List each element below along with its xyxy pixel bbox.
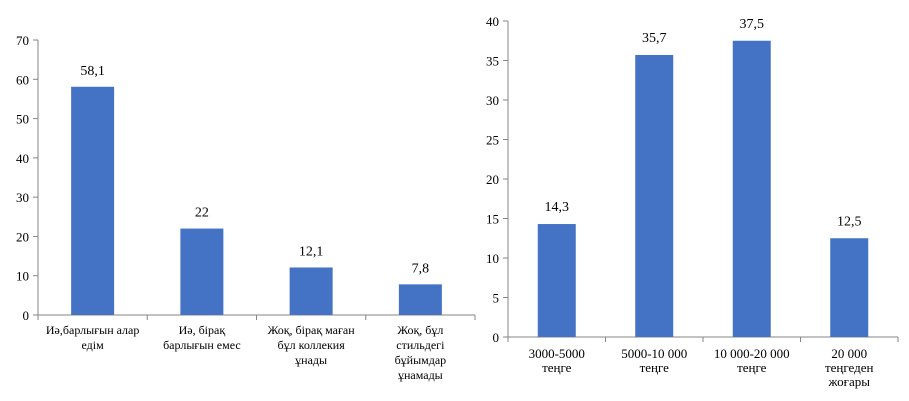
x-category-label: 20 000 теңгеден жоғары bbox=[825, 346, 874, 389]
y-tick-label: 40 bbox=[486, 14, 499, 29]
x-category-label-line: Жоқ, бірақ маған bbox=[268, 323, 356, 337]
x-category-label-line: Жоқ, бұл bbox=[397, 323, 443, 337]
y-tick-label: 10 bbox=[16, 269, 29, 284]
data-label: 12,1 bbox=[299, 244, 324, 259]
y-tick-label: 10 bbox=[486, 251, 499, 266]
data-label: 7,8 bbox=[412, 261, 430, 276]
x-category-label-line: 3000-5000 bbox=[529, 346, 585, 361]
x-category-label-line: теңге bbox=[542, 360, 572, 375]
data-label: 22 bbox=[195, 206, 209, 221]
x-category-label-line: теңгеден bbox=[825, 360, 874, 375]
x-category-label: 10 000-20 000 теңге bbox=[714, 346, 790, 375]
x-category-label-line: едім bbox=[82, 338, 105, 352]
y-tick-label: 60 bbox=[16, 72, 29, 87]
y-tick-label: 20 bbox=[16, 229, 29, 244]
bar bbox=[732, 40, 771, 337]
bar bbox=[180, 228, 224, 315]
data-label: 37,5 bbox=[740, 17, 765, 32]
y-tick-label: 15 bbox=[486, 212, 499, 227]
x-category-label-line: ұнады bbox=[295, 353, 327, 367]
y-tick-label: 25 bbox=[486, 133, 499, 148]
y-tick-label: 35 bbox=[486, 54, 499, 69]
y-tick-label: 30 bbox=[16, 190, 29, 205]
x-category-label-line: 20 000 bbox=[831, 346, 867, 361]
x-category-label-line: барлығын емес bbox=[163, 338, 241, 352]
x-category-label-line: бұл коллекия bbox=[278, 338, 346, 352]
data-label: 35,7 bbox=[642, 31, 667, 46]
chart-left: 0 10 20 30 40 50 60 70 58,1 Иә,барлығын алар едім 2… bbox=[16, 33, 476, 382]
x-category-label: Иә, бірақ барлығын емес bbox=[163, 323, 241, 352]
data-label: 14,3 bbox=[545, 200, 570, 215]
x-category-label: Жоқ, бұл стильдегі бұйымдар ұнамады bbox=[395, 323, 447, 382]
x-category-label-line: Иә, бірақ bbox=[179, 323, 226, 337]
x-category-label: 5000-10 000 теңге bbox=[621, 346, 687, 375]
x-category-label: Жоқ, бірақ маған бұл коллекия ұнады bbox=[268, 323, 356, 367]
chart-left-svg: 0 10 20 30 40 50 60 70 58,1 Иә,барлығын алар едім 2… bbox=[16, 33, 476, 382]
y-tick-label: 70 bbox=[16, 33, 29, 48]
bar bbox=[398, 284, 442, 315]
x-category-label-line: ұнамады bbox=[398, 368, 443, 382]
y-tick-label: 40 bbox=[16, 151, 29, 166]
bar bbox=[635, 54, 674, 337]
x-category-label-line: жоғары bbox=[828, 374, 871, 389]
y-tick-label: 20 bbox=[486, 172, 499, 187]
chart-right: 0 5 10 15 20 25 30 35 40 14,3 3000-5000 теңге 35,7 50… bbox=[478, 0, 909, 401]
y-tick-label: 0 bbox=[23, 308, 30, 323]
bar bbox=[830, 238, 869, 337]
bar bbox=[71, 86, 115, 315]
bar bbox=[289, 267, 333, 315]
y-tick-label: 0 bbox=[493, 330, 500, 345]
data-label: 12,5 bbox=[837, 214, 862, 229]
x-category-label: Иә,барлығын алар едім bbox=[46, 323, 139, 352]
y-tick-label: 5 bbox=[493, 291, 500, 306]
y-tick-label: 50 bbox=[16, 112, 29, 127]
x-category-label-line: теңге bbox=[737, 360, 767, 375]
data-label: 58,1 bbox=[80, 64, 105, 79]
bar bbox=[537, 224, 576, 337]
x-category-label-line: теңге bbox=[640, 360, 670, 375]
x-category-label: 3000-5000 теңге bbox=[529, 346, 585, 375]
x-category-label-line: Иә,барлығын алар bbox=[46, 323, 139, 337]
x-category-label-line: 10 000-20 000 bbox=[714, 346, 790, 361]
x-category-label-line: 5000-10 000 bbox=[621, 346, 687, 361]
x-category-label-line: стильдегі bbox=[396, 338, 445, 352]
y-tick-label: 30 bbox=[486, 93, 499, 108]
x-category-label-line: бұйымдар bbox=[395, 353, 447, 367]
